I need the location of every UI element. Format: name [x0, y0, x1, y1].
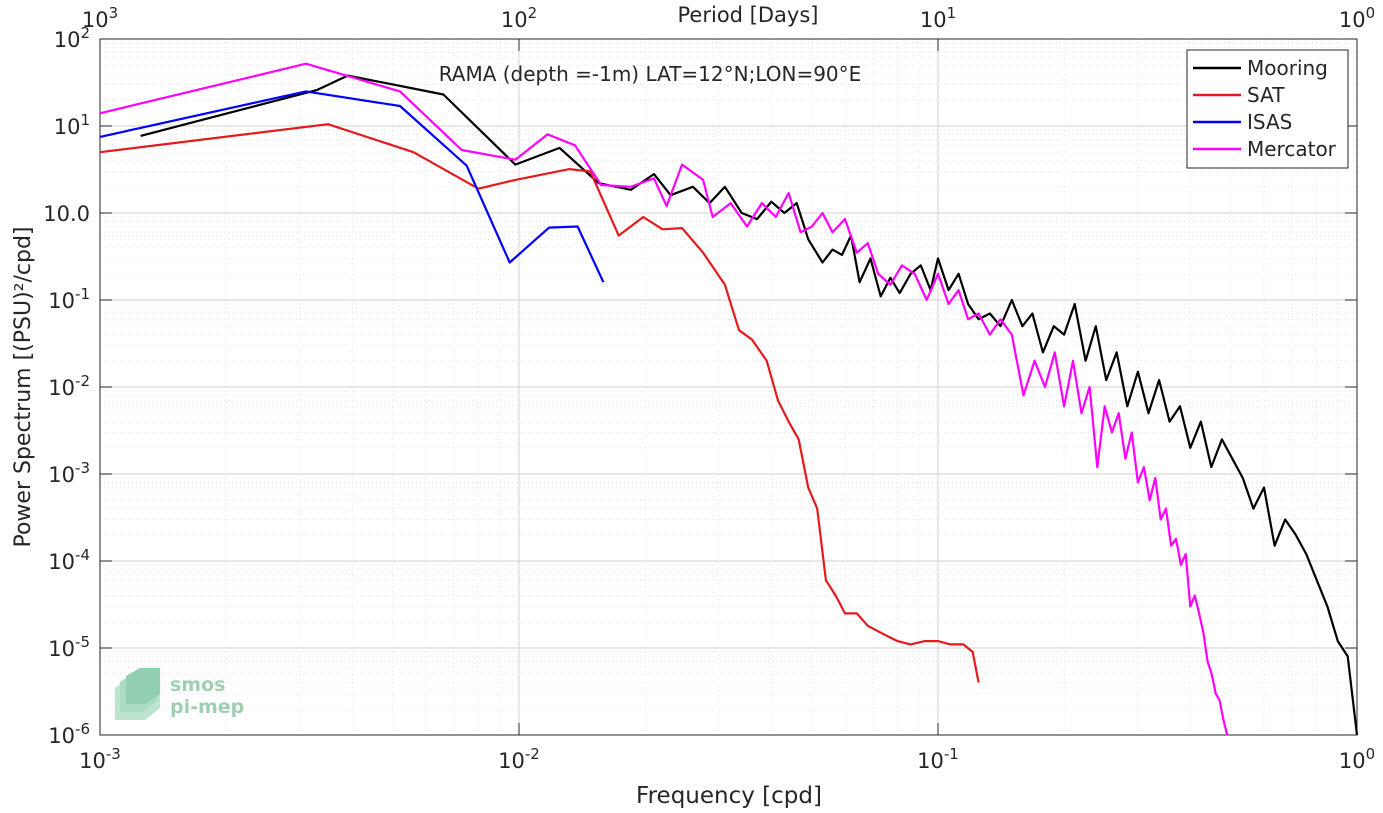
y-tick-label: 10-6 [48, 720, 90, 748]
logo-text-smos: smos [170, 674, 225, 696]
legend-items: Mooring SAT ISAS Mercator [1193, 56, 1337, 161]
x-tick-label: 10-1 [917, 745, 959, 773]
top-axis-label: Period [Days] [678, 3, 819, 27]
legend-label-mercator: Mercator [1247, 137, 1337, 161]
series-line-isas [99, 90, 605, 283]
y-tick-label: 101 [54, 111, 90, 139]
top-tick-label: 101 [920, 4, 956, 32]
series-line-sat [99, 123, 980, 683]
series-line-mercator [99, 62, 1229, 736]
legend-label-isas: ISAS [1247, 110, 1292, 134]
top-tick-label: 103 [82, 4, 118, 32]
y-tick-label: 10-2 [48, 372, 90, 400]
x-tick-label: 100 [1339, 745, 1375, 773]
y-tick-label: 10-3 [48, 459, 90, 487]
top-tick-label: 100 [1339, 4, 1375, 32]
smos-pimep-logo: smos pi-mep [115, 668, 244, 720]
y-tick-label: 10-1 [48, 285, 90, 313]
series-lines [99, 62, 1359, 736]
legend: Mooring SAT ISAS Mercator [1186, 49, 1349, 169]
y-tick-label: 10-5 [48, 633, 90, 661]
chart-title: RAMA (depth =-1m) LAT=12°N;LON=90°E [439, 62, 862, 86]
y-tick-label: 10.0 [43, 202, 90, 226]
y-tick-label: 10-4 [48, 546, 90, 574]
x-tick-label: 10-3 [79, 745, 121, 773]
y-tick-label: 102 [54, 24, 90, 52]
legend-label-sat: SAT [1247, 83, 1285, 107]
legend-label-mooring: Mooring [1247, 56, 1328, 80]
y-axis-label: Power Spectrum [(PSU)²/cpd] [11, 226, 36, 547]
x-tick-label: 10-2 [498, 745, 540, 773]
top-tick-label: 102 [501, 4, 537, 32]
series-line-mooring [140, 74, 1359, 736]
grid [100, 39, 1357, 735]
logo-text-pimep: pi-mep [170, 696, 244, 718]
x-axis-label: Frequency [cpd] [636, 783, 822, 809]
